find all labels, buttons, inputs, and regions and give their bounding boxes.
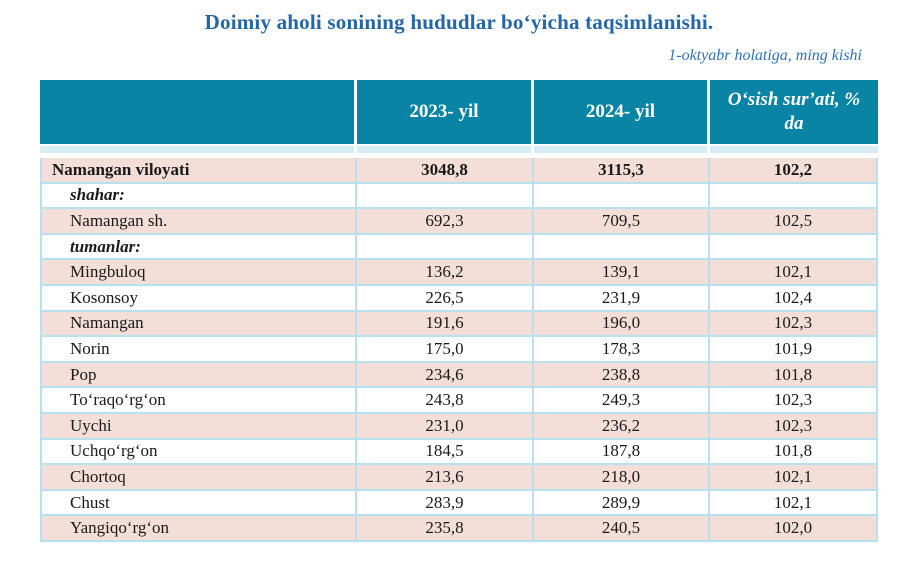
value-2023-cell: 234,6: [357, 362, 534, 389]
region-name-cell: Mingbuloq: [40, 260, 357, 286]
table-row: Chust 283,9 289,9 102,1: [40, 490, 878, 517]
table-row: Norin 175,0 178,3 101,9: [40, 337, 878, 363]
subtitle-note: 1-oktyabr holatiga, ming kishi: [668, 47, 862, 64]
page-title: Doimiy aholi sonining hududlar boʻyicha …: [204, 10, 714, 34]
value-2023-cell: 191,6: [357, 311, 534, 338]
value-2024-cell: 240,5: [534, 516, 710, 542]
growth-rate-cell: [710, 183, 878, 210]
value-2024-cell: 187,8: [534, 439, 710, 466]
header-row: 2023- yil 2024- yil Oʻsish surʼati, % da: [40, 80, 878, 144]
table-row: Toʻraqoʻrgʻon 243,8 249,3 102,3: [40, 388, 878, 414]
value-2023-cell: 184,5: [357, 439, 534, 466]
table-row: Pop 234,6 238,8 101,8: [40, 362, 878, 389]
value-2023-cell: 235,8: [357, 516, 534, 542]
value-2023-cell: [357, 183, 534, 210]
spacer-cell: [357, 144, 534, 158]
growth-rate-cell: 102,3: [710, 311, 878, 338]
header-2024-column: 2024- yil: [534, 80, 710, 144]
value-2023-cell: 136,2: [357, 260, 534, 286]
table-row: Yangiqoʻrgʻon 235,8 240,5 102,0: [40, 516, 878, 542]
value-2023-cell: 3048,8: [357, 158, 534, 184]
value-2024-cell: 249,3: [534, 388, 710, 414]
table-row: Kosonsoy 226,5 231,9 102,4: [40, 285, 878, 312]
growth-rate-cell: 102,1: [710, 490, 878, 517]
value-2024-cell: 236,2: [534, 413, 710, 440]
value-2023-cell: 175,0: [357, 337, 534, 363]
table-row: Namangan viloyati 3048,8 3115,3 102,2: [40, 158, 878, 184]
population-table: 2023- yil 2024- yil Oʻsish surʼati, % da…: [40, 80, 878, 542]
region-name-cell: Uchqoʻrgʻon: [40, 439, 357, 466]
value-2023-cell: 226,5: [357, 285, 534, 312]
header-growth-column: Oʻsish surʼati, % da: [710, 80, 878, 144]
table-body: Namangan viloyati 3048,8 3115,3 102,2 shahar…: [40, 158, 878, 542]
growth-rate-cell: 101,8: [710, 362, 878, 389]
growth-rate-cell: 102,2: [710, 158, 878, 184]
region-name-cell: Uychi: [40, 413, 357, 440]
value-2023-cell: 243,8: [357, 388, 534, 414]
header-2023-column: 2023- yil: [357, 80, 534, 144]
table-row: tumanlar:: [40, 234, 878, 261]
value-2023-cell: 692,3: [357, 209, 534, 235]
growth-rate-cell: 102,1: [710, 260, 878, 286]
value-2023-cell: 213,6: [357, 465, 534, 491]
value-2024-cell: 289,9: [534, 490, 710, 517]
value-2023-cell: [357, 234, 534, 261]
region-name-cell: Toʻraqoʻrgʻon: [40, 388, 357, 414]
spacer-cell: [534, 144, 710, 158]
value-2024-cell: 238,8: [534, 362, 710, 389]
table-row: shahar:: [40, 183, 878, 210]
value-2024-cell: 178,3: [534, 337, 710, 363]
value-2024-cell: 196,0: [534, 311, 710, 338]
region-name-cell: Norin: [40, 337, 357, 363]
value-2024-cell: 139,1: [534, 260, 710, 286]
region-name-cell: Namangan viloyati: [40, 158, 357, 184]
header-region-column: [40, 80, 357, 144]
region-name-cell: Pop: [40, 362, 357, 389]
spacer-cell: [40, 144, 357, 158]
region-name-cell: Chortoq: [40, 465, 357, 491]
spacer-cell: [710, 144, 878, 158]
table-row: Mingbuloq 136,2 139,1 102,1: [40, 260, 878, 286]
table-row: Uchqoʻrgʻon 184,5 187,8 101,8: [40, 439, 878, 466]
region-name-cell: tumanlar:: [40, 234, 357, 261]
growth-rate-cell: 102,0: [710, 516, 878, 542]
growth-rate-cell: 101,9: [710, 337, 878, 363]
region-name-cell: Yangiqoʻrgʻon: [40, 516, 357, 542]
growth-rate-cell: 102,3: [710, 388, 878, 414]
value-2024-cell: [534, 234, 710, 261]
growth-rate-cell: 102,3: [710, 413, 878, 440]
growth-rate-cell: 102,4: [710, 285, 878, 312]
table-row: Namangan sh. 692,3 709,5 102,5: [40, 209, 878, 235]
header-spacer-row: [40, 144, 878, 158]
table-row: Namangan 191,6 196,0 102,3: [40, 311, 878, 338]
value-2024-cell: 231,9: [534, 285, 710, 312]
region-name-cell: Namangan: [40, 311, 357, 338]
value-2024-cell: 709,5: [534, 209, 710, 235]
value-2024-cell: [534, 183, 710, 210]
value-2023-cell: 231,0: [357, 413, 534, 440]
table-header: 2023- yil 2024- yil Oʻsish surʼati, % da: [40, 80, 878, 158]
region-name-cell: Namangan sh.: [40, 209, 357, 235]
region-name-cell: Chust: [40, 490, 357, 517]
value-2024-cell: 218,0: [534, 465, 710, 491]
growth-rate-cell: [710, 234, 878, 261]
region-name-cell: shahar:: [40, 183, 357, 210]
value-2023-cell: 283,9: [357, 490, 534, 517]
value-2024-cell: 3115,3: [534, 158, 710, 184]
growth-rate-cell: 102,1: [710, 465, 878, 491]
growth-rate-cell: 102,5: [710, 209, 878, 235]
table-row: Uychi 231,0 236,2 102,3: [40, 413, 878, 440]
region-name-cell: Kosonsoy: [40, 285, 357, 312]
table-row: Chortoq 213,6 218,0 102,1: [40, 465, 878, 491]
growth-rate-cell: 101,8: [710, 439, 878, 466]
